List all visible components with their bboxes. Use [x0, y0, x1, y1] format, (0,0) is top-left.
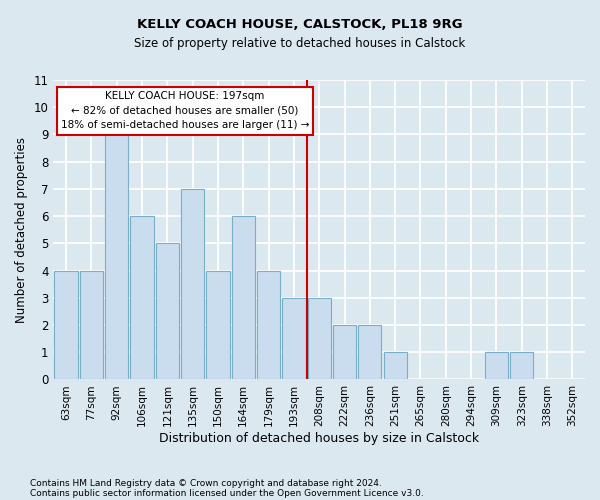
Bar	[358, 325, 382, 380]
Text: Contains public sector information licensed under the Open Government Licence v3: Contains public sector information licen…	[30, 488, 424, 498]
Bar	[333, 325, 356, 380]
X-axis label: Distribution of detached houses by size in Calstock: Distribution of detached houses by size …	[159, 432, 479, 445]
Text: KELLY COACH HOUSE, CALSTOCK, PL18 9RG: KELLY COACH HOUSE, CALSTOCK, PL18 9RG	[137, 18, 463, 30]
Bar	[308, 298, 331, 380]
Bar	[485, 352, 508, 380]
Bar	[55, 270, 78, 380]
Bar	[105, 134, 128, 380]
Bar	[257, 270, 280, 380]
Bar	[383, 352, 407, 380]
Text: KELLY COACH HOUSE: 197sqm
← 82% of detached houses are smaller (50)
18% of semi-: KELLY COACH HOUSE: 197sqm ← 82% of detac…	[61, 91, 309, 130]
Bar	[155, 244, 179, 380]
Bar	[80, 270, 103, 380]
Text: Contains HM Land Registry data © Crown copyright and database right 2024.: Contains HM Land Registry data © Crown c…	[30, 478, 382, 488]
Bar	[181, 189, 204, 380]
Bar	[206, 270, 230, 380]
Bar	[232, 216, 255, 380]
Bar	[510, 352, 533, 380]
Bar	[282, 298, 305, 380]
Bar	[130, 216, 154, 380]
Text: Size of property relative to detached houses in Calstock: Size of property relative to detached ho…	[134, 38, 466, 51]
Y-axis label: Number of detached properties: Number of detached properties	[15, 136, 28, 322]
